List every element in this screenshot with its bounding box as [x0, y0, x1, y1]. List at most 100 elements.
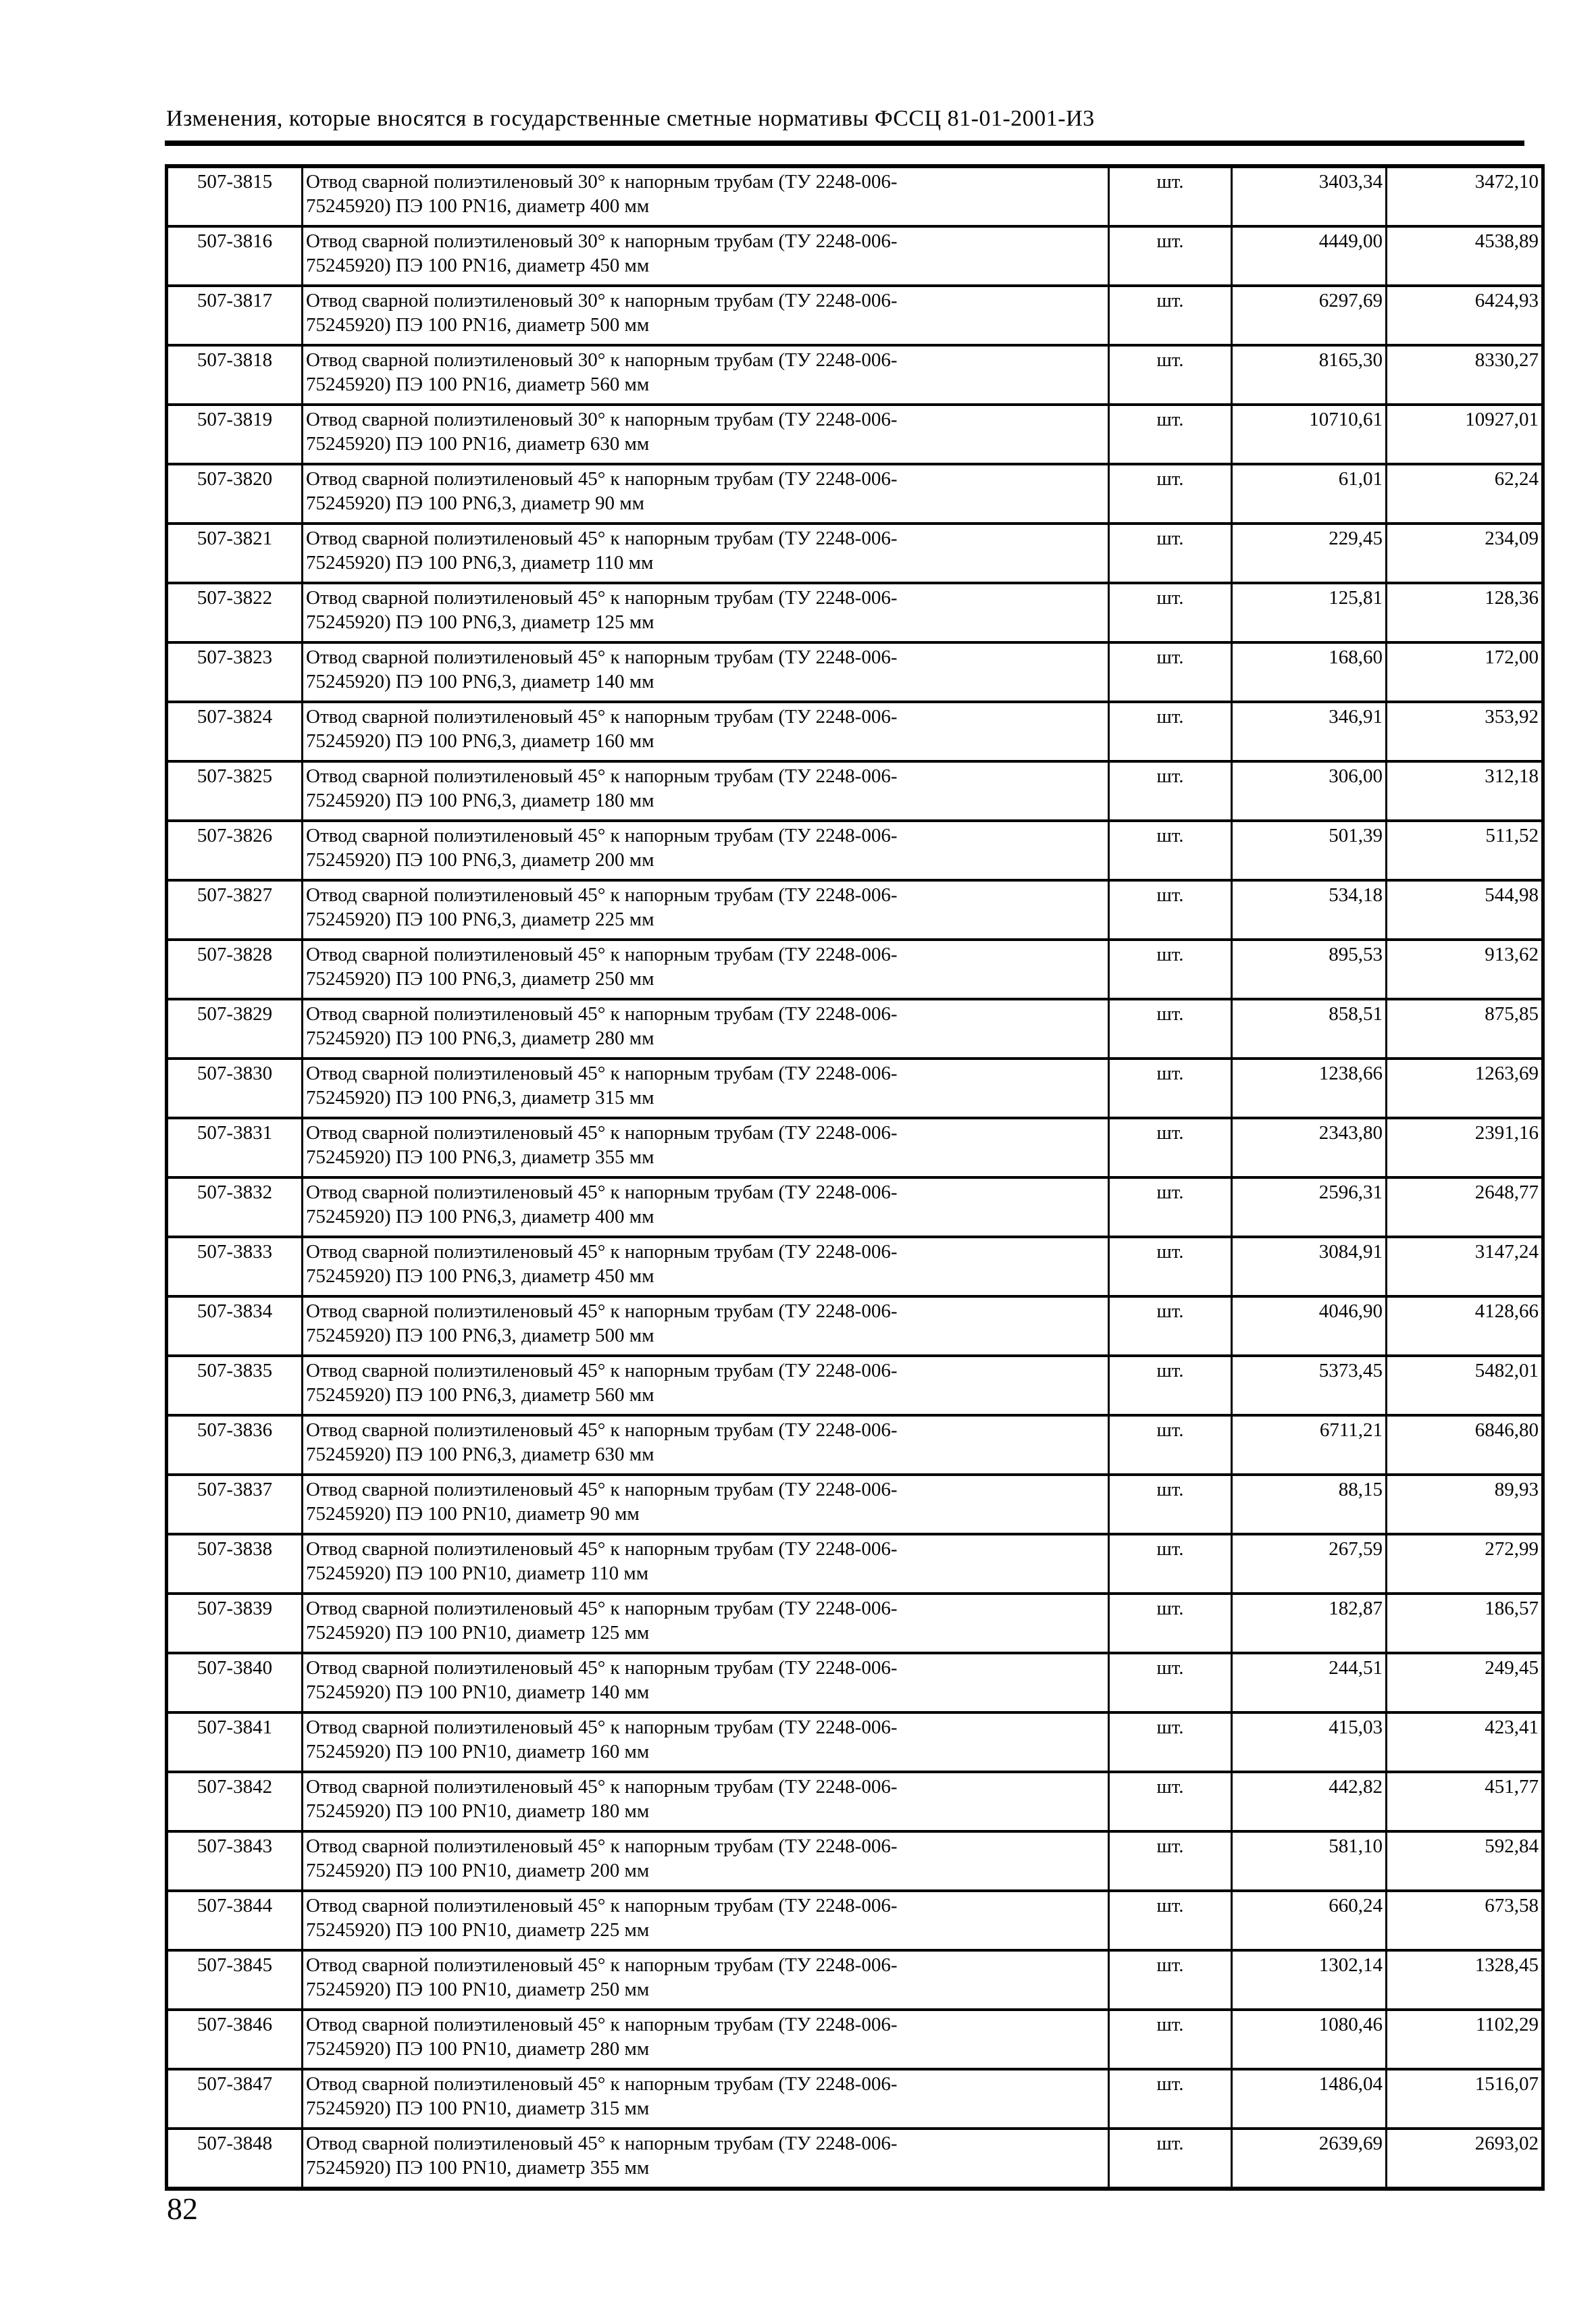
row-price-current: 1080,46 — [1231, 2008, 1387, 2070]
table-row: 507-3821 Отвод сварной полиэтиленовый 45… — [165, 522, 1545, 584]
row-price-new: 312,18 — [1385, 760, 1545, 822]
row-price-current: 182,87 — [1231, 1592, 1387, 1654]
row-price-new: 875,85 — [1385, 998, 1545, 1060]
row-code: 507-3842 — [165, 1771, 303, 1833]
row-unit: шт. — [1108, 582, 1233, 644]
row-code: 507-3841 — [165, 1711, 303, 1773]
row-price-current: 4449,00 — [1231, 225, 1387, 287]
table-row: 507-3832 Отвод сварной полиэтиленовый 45… — [165, 1176, 1545, 1238]
row-description: Отвод сварной полиэтиленовый 45° к напор… — [301, 1414, 1110, 1476]
row-description: Отвод сварной полиэтиленовый 30° к напор… — [301, 164, 1110, 228]
row-price-new: 2693,02 — [1385, 2127, 1545, 2191]
row-price-current: 3084,91 — [1231, 1236, 1387, 1298]
row-unit: шт. — [1108, 701, 1233, 763]
table-row: 507-3835 Отвод сварной полиэтиленовый 45… — [165, 1354, 1545, 1417]
row-unit: шт. — [1108, 1414, 1233, 1476]
row-code: 507-3836 — [165, 1414, 303, 1476]
row-code: 507-3845 — [165, 1949, 303, 2011]
row-unit: шт. — [1108, 403, 1233, 465]
row-description: Отвод сварной полиэтиленовый 45° к напор… — [301, 1236, 1110, 1298]
row-code: 507-3834 — [165, 1295, 303, 1357]
row-price-new: 6424,93 — [1385, 284, 1545, 347]
row-description: Отвод сварной полиэтиленовый 45° к напор… — [301, 1652, 1110, 1714]
row-price-current: 6297,69 — [1231, 284, 1387, 347]
row-description: Отвод сварной полиэтиленовый 45° к напор… — [301, 1889, 1110, 1952]
table-row: 507-3845 Отвод сварной полиэтиленовый 45… — [165, 1949, 1545, 2011]
row-price-new: 234,09 — [1385, 522, 1545, 584]
row-code: 507-3840 — [165, 1652, 303, 1714]
table-row: 507-3831 Отвод сварной полиэтиленовый 45… — [165, 1117, 1545, 1179]
table-row: 507-3819 Отвод сварной полиэтиленовый 30… — [165, 403, 1545, 465]
row-code: 507-3829 — [165, 998, 303, 1060]
row-price-current: 415,03 — [1231, 1711, 1387, 1773]
row-price-current: 4046,90 — [1231, 1295, 1387, 1357]
table-row: 507-3822 Отвод сварной полиэтиленовый 45… — [165, 582, 1545, 644]
row-description: Отвод сварной полиэтиленовый 45° к напор… — [301, 1592, 1110, 1654]
row-price-new: 6846,80 — [1385, 1414, 1545, 1476]
header-rule — [165, 141, 1524, 146]
row-description: Отвод сварной полиэтиленовый 30° к напор… — [301, 225, 1110, 287]
table-row: 507-3824 Отвод сварной полиэтиленовый 45… — [165, 701, 1545, 763]
table-row: 507-3817 Отвод сварной полиэтиленовый 30… — [165, 284, 1545, 347]
table-row: 507-3820 Отвод сварной полиэтиленовый 45… — [165, 463, 1545, 525]
table-row: 507-3838 Отвод сварной полиэтиленовый 45… — [165, 1533, 1545, 1595]
row-price-current: 3403,34 — [1231, 164, 1387, 228]
row-unit: шт. — [1108, 1176, 1233, 1238]
row-description: Отвод сварной полиэтиленовый 30° к напор… — [301, 344, 1110, 406]
row-unit: шт. — [1108, 1711, 1233, 1773]
row-description: Отвод сварной полиэтиленовый 45° к напор… — [301, 1473, 1110, 1535]
row-description: Отвод сварной полиэтиленовый 45° к напор… — [301, 641, 1110, 703]
row-price-current: 1302,14 — [1231, 1949, 1387, 2011]
row-unit: шт. — [1108, 1830, 1233, 1892]
row-price-current: 88,15 — [1231, 1473, 1387, 1535]
row-price-current: 581,10 — [1231, 1830, 1387, 1892]
row-description: Отвод сварной полиэтиленовый 45° к напор… — [301, 582, 1110, 644]
row-code: 507-3816 — [165, 225, 303, 287]
row-price-new: 186,57 — [1385, 1592, 1545, 1654]
row-unit: шт. — [1108, 344, 1233, 406]
document-header-title: Изменения, которые вносятся в государств… — [166, 106, 1095, 131]
row-description: Отвод сварной полиэтиленовый 45° к напор… — [301, 1771, 1110, 1833]
row-code: 507-3831 — [165, 1117, 303, 1179]
row-price-new: 3472,10 — [1385, 164, 1545, 228]
row-price-new: 592,84 — [1385, 1830, 1545, 1892]
row-description: Отвод сварной полиэтиленовый 45° к напор… — [301, 1057, 1110, 1119]
table-row: 507-3846 Отвод сварной полиэтиленовый 45… — [165, 2008, 1545, 2070]
row-unit: шт. — [1108, 1057, 1233, 1119]
row-price-new: 451,77 — [1385, 1771, 1545, 1833]
row-unit: шт. — [1108, 463, 1233, 525]
row-price-new: 128,36 — [1385, 582, 1545, 644]
row-description: Отвод сварной полиэтиленовый 45° к напор… — [301, 938, 1110, 1000]
row-price-new: 353,92 — [1385, 701, 1545, 763]
row-price-new: 272,99 — [1385, 1533, 1545, 1595]
row-price-current: 895,53 — [1231, 938, 1387, 1000]
row-description: Отвод сварной полиэтиленовый 45° к напор… — [301, 879, 1110, 941]
row-price-current: 858,51 — [1231, 998, 1387, 1060]
table-row: 507-3833 Отвод сварной полиэтиленовый 45… — [165, 1236, 1545, 1298]
row-description: Отвод сварной полиэтиленовый 45° к напор… — [301, 1711, 1110, 1773]
row-description: Отвод сварной полиэтиленовый 45° к напор… — [301, 1117, 1110, 1179]
table-row: 507-3829 Отвод сварной полиэтиленовый 45… — [165, 998, 1545, 1060]
row-price-current: 2343,80 — [1231, 1117, 1387, 1179]
row-description: Отвод сварной полиэтиленовый 45° к напор… — [301, 998, 1110, 1060]
table-row: 507-3830 Отвод сварной полиэтиленовый 45… — [165, 1057, 1545, 1119]
row-price-new: 89,93 — [1385, 1473, 1545, 1535]
row-unit: шт. — [1108, 1295, 1233, 1357]
row-unit: шт. — [1108, 1592, 1233, 1654]
row-price-new: 4128,66 — [1385, 1295, 1545, 1357]
table-row: 507-3818 Отвод сварной полиэтиленовый 30… — [165, 344, 1545, 406]
table-row: 507-3816 Отвод сварной полиэтиленовый 30… — [165, 225, 1545, 287]
row-price-new: 4538,89 — [1385, 225, 1545, 287]
row-code: 507-3825 — [165, 760, 303, 822]
row-price-new: 511,52 — [1385, 819, 1545, 882]
row-unit: шт. — [1108, 998, 1233, 1060]
row-unit: шт. — [1108, 879, 1233, 941]
row-price-current: 306,00 — [1231, 760, 1387, 822]
row-description: Отвод сварной полиэтиленовый 45° к напор… — [301, 760, 1110, 822]
row-unit: шт. — [1108, 1236, 1233, 1298]
row-code: 507-3843 — [165, 1830, 303, 1892]
row-code: 507-3828 — [165, 938, 303, 1000]
row-price-current: 125,81 — [1231, 582, 1387, 644]
row-unit: шт. — [1108, 2127, 1233, 2191]
row-unit: шт. — [1108, 1354, 1233, 1417]
